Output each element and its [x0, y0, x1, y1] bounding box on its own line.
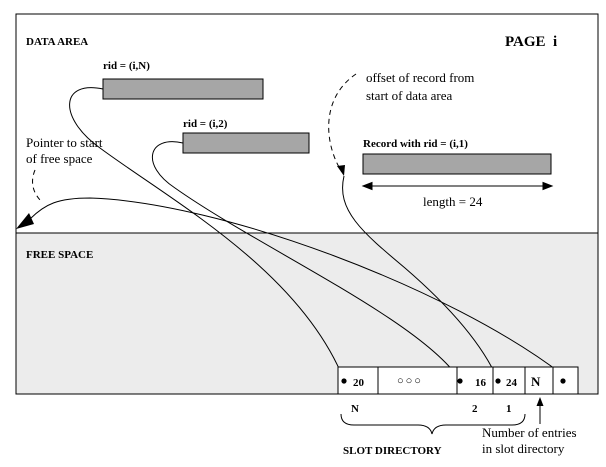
pointer-label-line2: of free space: [26, 151, 93, 166]
offset-arrowhead: [337, 165, 345, 176]
slot-n-offset: 20: [353, 377, 365, 389]
free-space-pointer-arrowhead: [16, 213, 34, 229]
entry-count-caption-line2: in slot directory: [482, 441, 565, 456]
slot-directory-label: SLOT DIRECTORY: [343, 445, 442, 457]
slot-2-pointer-line: [151, 141, 461, 381]
length-label: length = 24: [423, 194, 483, 209]
offset-label-line1: offset of record from: [366, 70, 474, 85]
slot-2-offset: 16: [475, 377, 487, 389]
slot-directory-brace: [340, 413, 526, 435]
slot-2-dot: [457, 378, 463, 384]
length-arrow: [361, 181, 554, 191]
slot-n-dot: [341, 378, 347, 384]
record-1-rid-label: Record with rid = (i,1): [363, 138, 468, 150]
offset-label-line2: start of data area: [366, 88, 452, 103]
slot-1-dot: [495, 378, 501, 384]
slot-2-index: 2: [472, 403, 478, 415]
data-area: [15, 13, 599, 234]
entry-count-caption-line1: Number of entries: [482, 425, 577, 440]
slot-1-index: 1: [506, 403, 512, 415]
data-area-label: DATA AREA: [26, 36, 88, 48]
page-outline: [15, 13, 599, 395]
slot-ellipsis: ○○○: [397, 375, 423, 387]
free-space-pointer-line: [29, 197, 564, 376]
record-2: [182, 132, 310, 154]
pointer-label-line1: Pointer to start: [26, 135, 103, 150]
record-1: [362, 153, 552, 175]
record-n-rid-label: rid = (i,N): [103, 60, 150, 72]
record-n: [102, 78, 264, 100]
pointer-dashed-guide: [32, 169, 41, 201]
slot-n-pointer-line: [69, 87, 345, 381]
record-2-rid-label: rid = (i,2): [183, 118, 228, 130]
free-space-label: FREE SPACE: [26, 249, 93, 261]
slot-directory: 20 ○○○ 16 24 N: [337, 366, 579, 395]
slot-1-pointer-line: [342, 175, 499, 381]
slot-n-index: N: [351, 403, 359, 415]
page-label: PAGE i: [505, 34, 557, 50]
slot-1-offset: 24: [506, 377, 518, 389]
entry-count-arrowhead: [536, 397, 544, 406]
free-space-pointer-dot: [560, 378, 566, 384]
slot-count-cell: N: [531, 374, 541, 389]
offset-dashed-arrow: [328, 73, 357, 173]
